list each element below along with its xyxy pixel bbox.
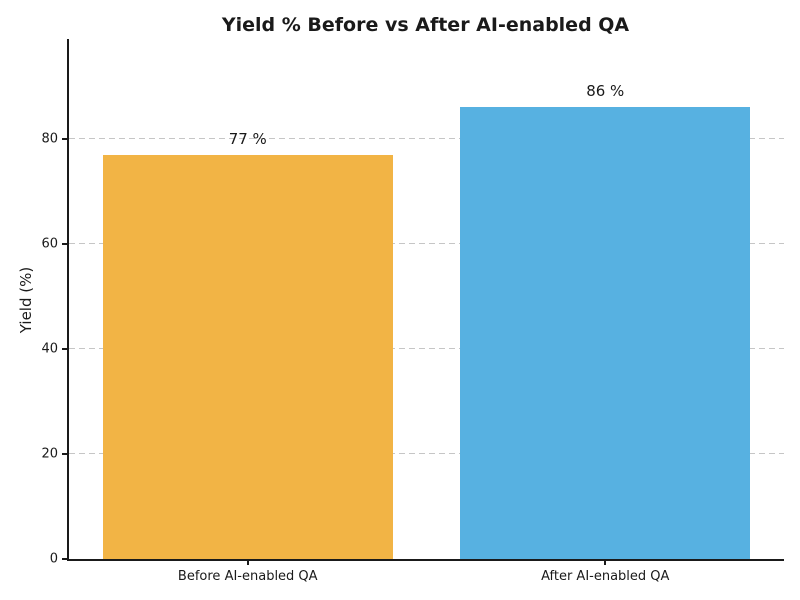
y-axis-label: Yield (%) <box>17 266 35 334</box>
bar <box>460 107 751 559</box>
y-tick-mark <box>62 242 69 245</box>
y-tick-label: 0 <box>49 551 58 567</box>
x-tick-label: Before AI-enabled QA <box>177 569 318 584</box>
y-tick-mark <box>62 137 69 140</box>
y-tick-label: 80 <box>41 131 58 147</box>
x-tick-mark <box>604 559 607 565</box>
gridline <box>69 242 784 244</box>
y-tick-label: 60 <box>41 236 58 252</box>
y-tick-label: 20 <box>41 446 58 462</box>
bar-value-label: 86 % <box>586 82 625 101</box>
x-tick-mark <box>246 559 249 565</box>
gridline <box>69 452 784 454</box>
plot-area: 0 20 40 60 80 77 % Before AI-enabled QA 86 % Aft… <box>41 39 784 584</box>
y-tick-label: 40 <box>41 341 58 357</box>
gridline <box>69 347 784 349</box>
bar-value-label: 77 % <box>228 129 267 148</box>
chart-title: Yield % Before vs After AI-enabled QA <box>221 14 630 36</box>
y-tick-mark <box>62 347 69 350</box>
bar <box>102 154 393 559</box>
x-tick-label: After AI-enabled QA <box>541 569 670 584</box>
gridline <box>69 137 784 139</box>
y-tick-mark <box>62 558 69 560</box>
y-tick-mark <box>62 452 69 455</box>
